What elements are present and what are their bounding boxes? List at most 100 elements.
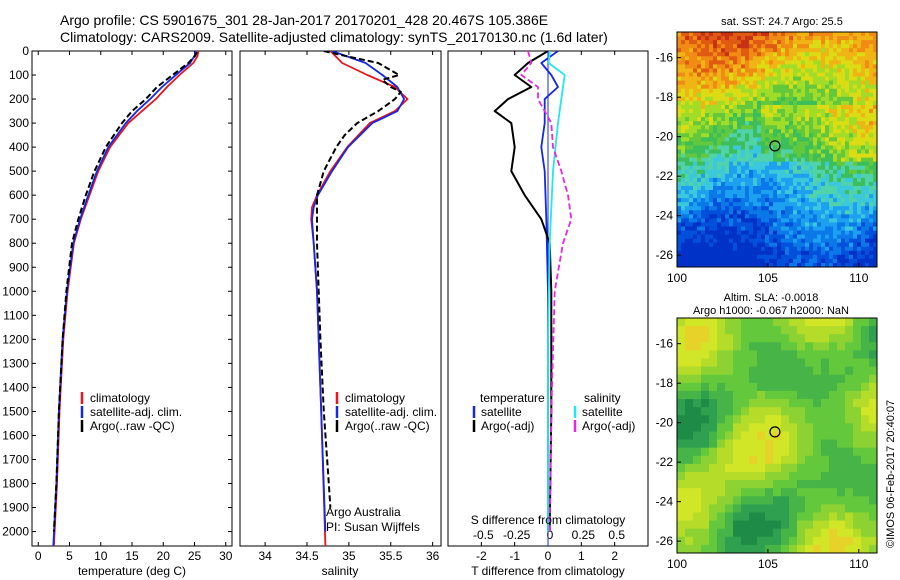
map-cell xyxy=(697,198,702,203)
map-cell xyxy=(685,137,690,142)
map-cell xyxy=(841,250,846,256)
map-cell xyxy=(685,52,690,57)
map-cell xyxy=(833,100,838,106)
map-cell xyxy=(813,439,822,449)
map-cell xyxy=(777,214,782,219)
map-cell xyxy=(677,480,686,489)
map-cell xyxy=(709,318,718,327)
map-cell xyxy=(709,463,718,473)
map-cell xyxy=(761,44,766,49)
map-cell xyxy=(757,350,766,359)
map-cell xyxy=(753,137,758,142)
map-cell xyxy=(717,334,726,343)
map-cell xyxy=(741,68,746,73)
map-cell xyxy=(861,536,870,546)
map-cell xyxy=(701,137,706,142)
map-cell xyxy=(829,246,834,252)
map-cell xyxy=(753,161,758,167)
map-cell xyxy=(733,40,738,45)
map-cell xyxy=(693,161,698,167)
map-cell xyxy=(817,48,822,53)
map-cell xyxy=(789,80,794,86)
map-cell xyxy=(737,52,742,57)
map-cell xyxy=(761,64,766,69)
map-cell xyxy=(873,56,878,61)
map-cell xyxy=(869,36,874,41)
map-cell xyxy=(689,96,694,102)
map-cell xyxy=(765,366,774,376)
map-cell xyxy=(785,76,790,82)
map-cell xyxy=(789,520,798,530)
map-cell xyxy=(741,447,750,457)
map-cell xyxy=(757,326,766,335)
map-cell xyxy=(797,117,802,122)
map-cell xyxy=(725,84,730,90)
map-cell xyxy=(677,520,686,530)
map-cell xyxy=(709,504,718,513)
map-cell xyxy=(709,214,714,219)
map-cell xyxy=(837,104,842,110)
map-cell xyxy=(741,80,746,86)
map-cell xyxy=(741,48,746,53)
map-cell xyxy=(765,52,770,57)
map-cell xyxy=(721,68,726,73)
map-cell xyxy=(769,104,774,110)
map-cell xyxy=(677,198,682,203)
map-cell xyxy=(873,145,878,150)
map-cell xyxy=(749,100,754,106)
sla-map-title: Altim. SLA: -0.0018 xyxy=(724,292,819,304)
map-cell xyxy=(729,161,734,167)
map-cell xyxy=(677,230,682,235)
map-cell xyxy=(785,242,790,248)
map-cell xyxy=(833,169,838,175)
map-cell xyxy=(789,177,794,183)
map-cell xyxy=(825,177,830,183)
map-cell xyxy=(821,190,826,195)
map-cell xyxy=(789,230,794,235)
map-cell xyxy=(793,36,798,41)
map-cell xyxy=(717,173,722,179)
map-cell xyxy=(753,133,758,138)
map-cell xyxy=(769,169,774,175)
map-cell xyxy=(789,399,798,408)
map-cell xyxy=(825,165,830,171)
map-cell xyxy=(765,108,770,114)
map-cell xyxy=(689,246,694,252)
map-cell xyxy=(861,358,870,368)
map-cell xyxy=(685,471,694,481)
map-cell xyxy=(809,72,814,77)
map-cell xyxy=(757,36,762,41)
map-cell xyxy=(833,92,838,98)
map-cell xyxy=(789,246,794,252)
map-cell xyxy=(789,52,794,57)
map-cell xyxy=(757,108,762,114)
map-cell xyxy=(845,536,854,546)
map-cell xyxy=(717,342,726,351)
map-cell xyxy=(721,100,726,106)
map-cell xyxy=(681,100,686,106)
map-cell xyxy=(837,145,842,150)
map-cell xyxy=(781,242,786,248)
map-cell xyxy=(853,145,858,150)
map-cell xyxy=(709,32,714,37)
map-cell xyxy=(841,254,846,260)
map-cell xyxy=(741,104,746,110)
map-cell xyxy=(721,44,726,49)
map-cell xyxy=(821,528,830,538)
map-cell xyxy=(817,104,822,110)
map-cell xyxy=(773,44,778,49)
map-cell xyxy=(717,137,722,142)
map-cell xyxy=(825,161,830,167)
map-cell xyxy=(821,68,826,73)
map-cell xyxy=(853,92,858,98)
map-cell xyxy=(737,104,742,110)
map-cell xyxy=(697,137,702,142)
map-cell xyxy=(709,246,714,252)
map-cell xyxy=(713,72,718,77)
map-cell xyxy=(677,366,686,376)
map-cell xyxy=(845,254,850,260)
map-cell xyxy=(853,76,858,82)
map-cell xyxy=(773,52,778,57)
map-cell xyxy=(749,104,754,110)
map-cell xyxy=(825,80,830,86)
